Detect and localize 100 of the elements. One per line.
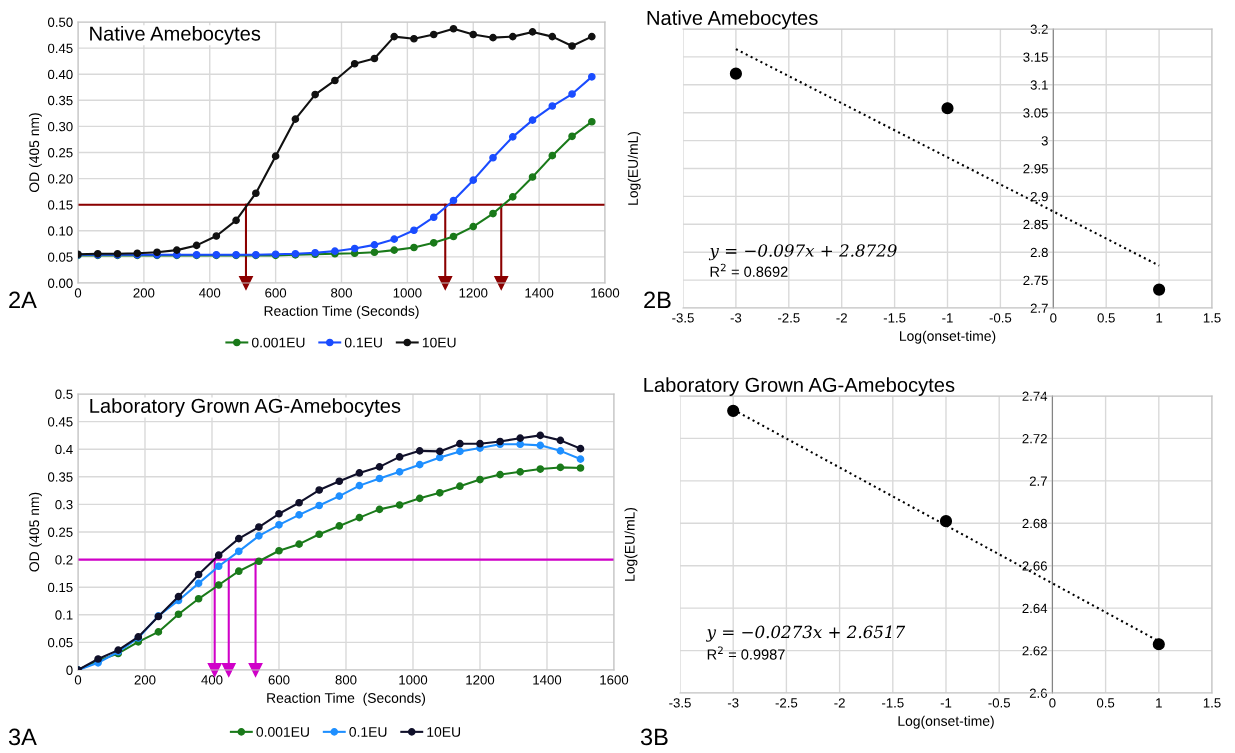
x-tick-label: 0 (74, 288, 82, 298)
y-tick-label: 0.15 (47, 200, 73, 210)
y-tick-label: 3.2 (1030, 24, 1048, 34)
x-axis-title: Log(onset-time) (898, 715, 994, 729)
y-tick-label: 3.05 (1023, 108, 1048, 118)
y-tick-label: 2.74 (1022, 391, 1048, 401)
y-tick-label: 0.25 (47, 527, 73, 537)
legend-label: 10EU (427, 727, 461, 737)
legend-label: 0.1EU (349, 727, 387, 737)
y-tick-label: 2.68 (1022, 518, 1047, 529)
y-tick-label: 0 (66, 665, 73, 675)
x-tick-label: 200 (133, 288, 155, 298)
y-tick-label: 0.05 (47, 252, 73, 262)
x-tick-label: -3.5 (672, 313, 694, 323)
annotation: R$^{2}$ = 0.8692 (710, 263, 788, 277)
x-tick-label: 800 (331, 288, 352, 298)
x-tick-label: -0.5 (989, 313, 1012, 323)
x-tick-label: 1400 (525, 288, 554, 298)
x-tick-label: 1400 (533, 675, 562, 685)
y-axis-title: Log(EU/mL) (624, 507, 638, 581)
x-tick-label: -2.5 (778, 313, 800, 323)
x-tick-label: 1200 (459, 288, 488, 298)
x-tick-label: 0.5 (1096, 698, 1115, 708)
annotation: y = −0.097x + 2.8729 (708, 244, 897, 261)
y-tick-label: 2.7 (1029, 476, 1047, 486)
y-tick-label: 0.05 (47, 637, 73, 648)
y-tick-label: 0.3 (55, 499, 73, 510)
legend-label: 10EU (422, 337, 456, 348)
y-axis-title: OD (405 nm) (28, 113, 42, 192)
x-tick-label: 1600 (591, 288, 620, 298)
y-tick-label: 2.6 (1029, 688, 1047, 698)
y-tick-label: 0.5 (55, 389, 73, 399)
legend-label: 0.001EU (251, 337, 305, 348)
y-tick-label: 0.45 (47, 43, 73, 54)
x-tick-label: -3 (730, 313, 742, 323)
annotation: R$^{2}$ = 0.9987 (707, 646, 785, 660)
y-tick-label: 0.10 (47, 226, 73, 236)
x-tick-label: -1.5 (883, 313, 906, 323)
x-tick-label: 1.5 (1203, 698, 1221, 708)
y-tick-label: 3.1 (1030, 80, 1048, 90)
x-axis-title: Log(onset-time) (900, 330, 996, 344)
y-tick-label: 2.64 (1022, 603, 1048, 614)
chart-title: Native Amebocytes (90, 25, 261, 45)
x-tick-label: 1 (1156, 313, 1163, 323)
y-tick-label: 2.95 (1023, 164, 1048, 174)
y-tick-label: 0.2 (55, 555, 73, 565)
y-tick-label: 0.15 (47, 582, 73, 593)
y-tick-label: 0.35 (47, 472, 73, 482)
y-tick-label: 2.75 (1023, 275, 1048, 286)
annotation: y = −0.0273x + 2.6517 (705, 625, 906, 642)
x-tick-label: -2 (834, 698, 845, 708)
y-tick-label: 2.62 (1022, 646, 1047, 656)
y-tick-label: 0.00 (47, 278, 73, 288)
x-tick-label: 400 (199, 288, 221, 298)
x-axis-title: Reaction Time (Seconds) (264, 305, 419, 319)
y-tick-label: 0.50 (47, 17, 73, 27)
x-tick-label: 200 (134, 675, 156, 685)
y-tick-label: 0.30 (47, 121, 73, 132)
x-tick-label: -0.5 (988, 698, 1011, 708)
x-tick-label: 1600 (600, 675, 629, 685)
x-tick-label: 1 (1156, 698, 1162, 708)
y-tick-label: 2.9 (1030, 191, 1048, 202)
x-axis-title: Reaction Time (Seconds) (267, 692, 426, 706)
x-tick-label: 1000 (399, 675, 428, 685)
y-tick-label: 0.35 (47, 95, 73, 106)
x-tick-label: 600 (268, 675, 290, 685)
chart-title: Laboratory Grown AG-Amebocytes (90, 398, 401, 417)
text: 2B (644, 291, 671, 309)
x-tick-label: 400 (201, 675, 223, 685)
chart-title: Native Amebocytes (647, 10, 818, 29)
legend-label: 0.1EU (344, 337, 382, 348)
text: 3A (8, 728, 37, 746)
x-tick-label: -2 (836, 313, 847, 323)
y-axis-title: OD (405 nm) (28, 492, 42, 572)
x-tick-label: 600 (265, 288, 287, 298)
x-tick-label: 1200 (466, 675, 495, 685)
x-tick-label: -3.5 (669, 698, 691, 708)
y-tick-label: 2.7 (1030, 303, 1048, 313)
x-tick-label: 1.5 (1203, 313, 1221, 323)
x-tick-label: 800 (335, 675, 357, 685)
y-tick-label: 0.4 (55, 444, 73, 455)
y-tick-label: 2.72 (1022, 434, 1047, 444)
text: 3B (640, 728, 668, 746)
y-axis-title: Log(EU/mL) (627, 131, 641, 205)
x-tick-label: 0 (1050, 313, 1057, 323)
y-tick-label: 3 (1041, 136, 1048, 146)
y-tick-label: 0.40 (47, 69, 73, 80)
y-tick-label: 0.1 (55, 610, 73, 620)
y-tick-label: 2.66 (1022, 561, 1047, 571)
x-tick-label: 0 (74, 675, 82, 685)
x-tick-label: 0.5 (1097, 313, 1115, 323)
y-tick-label: 2.85 (1023, 219, 1048, 230)
x-tick-label: -3 (727, 698, 739, 708)
chart-title: Laboratory Grown AG-Amebocytes (644, 377, 955, 396)
y-tick-label: 2.8 (1030, 247, 1048, 258)
x-tick-label: -2.5 (775, 698, 798, 708)
x-tick-label: 0 (1049, 698, 1056, 708)
x-tick-label: 1000 (393, 288, 422, 298)
y-tick-label: 0.25 (47, 148, 73, 158)
x-tick-label: -1.5 (882, 698, 904, 708)
